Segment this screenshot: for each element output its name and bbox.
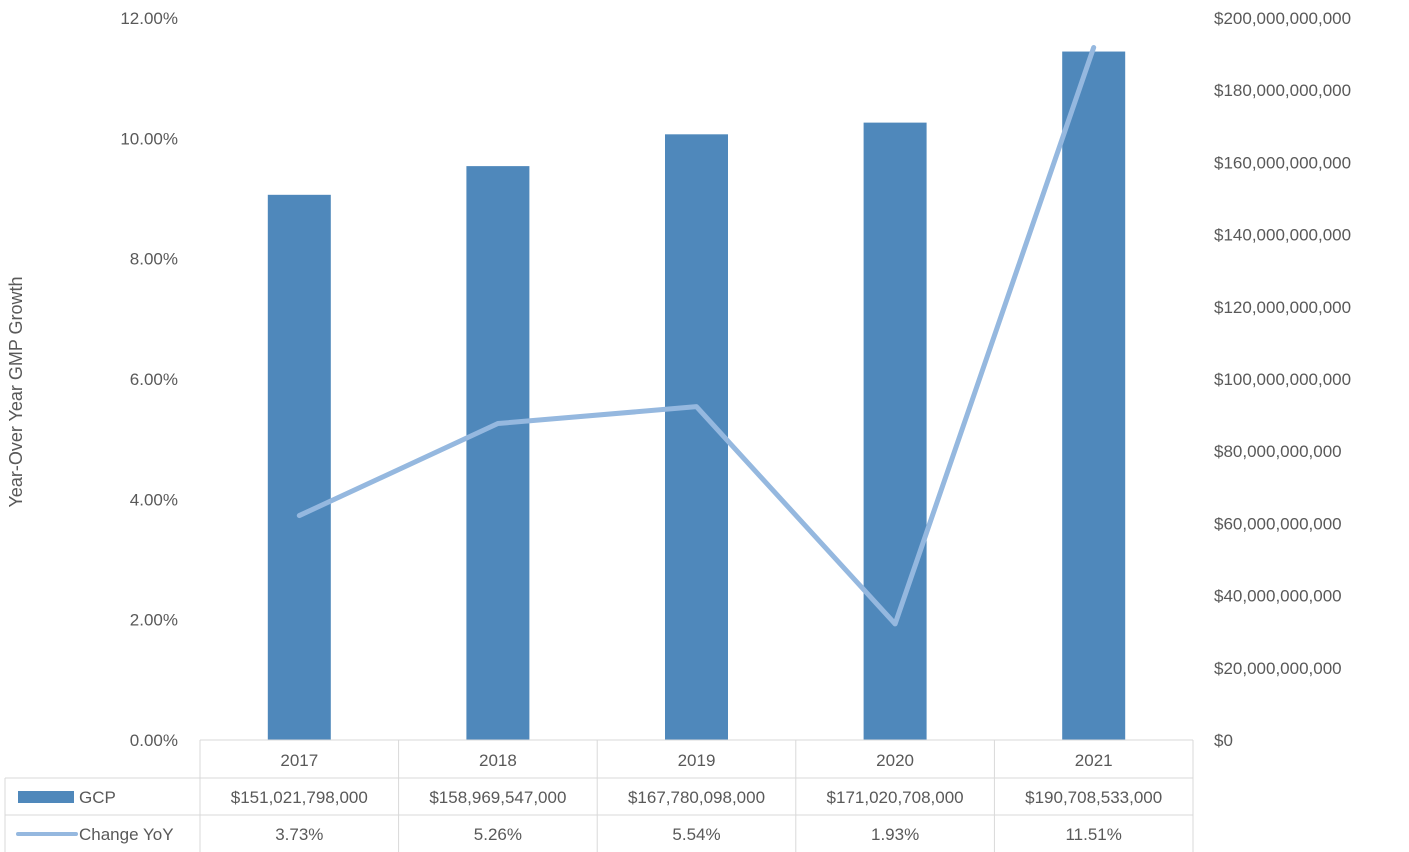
category-label: 2017 xyxy=(280,751,318,770)
y-tick-label: 0.00% xyxy=(130,731,178,750)
y2-tick-label: $40,000,000,000 xyxy=(1214,587,1342,606)
y2-axis-ticks: $0 $20,000,000,000 $40,000,000,000 $60,000,… xyxy=(1214,9,1351,750)
data-label: 11.51% xyxy=(1065,825,1121,844)
y-tick-label: 6.00% xyxy=(130,370,178,389)
y-axis-title: Year-Over Year GMP Growth xyxy=(6,276,26,507)
y2-tick-label: $180,000,000,000 xyxy=(1214,81,1351,100)
bar-2020 xyxy=(863,122,927,741)
bar-2017 xyxy=(267,194,331,741)
data-label: $190,708,533,000 xyxy=(1025,788,1162,807)
data-label: $158,969,547,000 xyxy=(429,788,566,807)
bar-series xyxy=(267,51,1126,741)
y2-tick-label: $80,000,000,000 xyxy=(1214,442,1342,461)
y2-tick-label: $0 xyxy=(1214,731,1233,750)
bar-2021 xyxy=(1062,51,1126,741)
data-label: $151,021,798,000 xyxy=(231,788,368,807)
bar-2018 xyxy=(466,166,530,740)
category-label: 2021 xyxy=(1075,751,1113,770)
legend-key-bar xyxy=(18,791,74,803)
data-table: 2017 2018 2019 2020 2021 GCP $151,021,798,000 $… xyxy=(4,739,1194,852)
change-yoy-line xyxy=(296,44,1097,627)
y2-tick-label: $20,000,000,000 xyxy=(1214,659,1342,678)
y-tick-label: 4.00% xyxy=(130,490,178,509)
series-name: Change YoY xyxy=(79,825,174,844)
bar-2019 xyxy=(665,134,728,740)
y-tick-label: 8.00% xyxy=(130,250,178,269)
data-label: 5.26% xyxy=(474,825,522,844)
data-label: 1.93% xyxy=(871,825,919,844)
series-name: GCP xyxy=(79,788,116,807)
data-label: 3.73% xyxy=(275,825,323,844)
y2-tick-label: $140,000,000,000 xyxy=(1214,226,1351,245)
category-label: 2020 xyxy=(876,751,914,770)
y-tick-label: 2.00% xyxy=(130,611,178,630)
category-label: 2019 xyxy=(678,751,716,770)
y2-tick-label: $120,000,000,000 xyxy=(1214,298,1351,317)
y-axis-ticks: 0.00% 2.00% 4.00% 6.00% 8.00% 10.00% 12.00% xyxy=(120,9,178,750)
y2-tick-label: $160,000,000,000 xyxy=(1214,153,1351,172)
data-label: $171,020,708,000 xyxy=(827,788,964,807)
y-tick-label: 10.00% xyxy=(120,129,178,148)
category-label: 2018 xyxy=(479,751,517,770)
y2-tick-label: $60,000,000,000 xyxy=(1214,514,1342,533)
y-tick-label: 12.00% xyxy=(120,9,178,28)
y2-tick-label: $100,000,000,000 xyxy=(1214,370,1351,389)
data-label: 5.54% xyxy=(672,825,720,844)
y2-tick-label: $200,000,000,000 xyxy=(1214,9,1351,28)
data-label: $167,780,098,000 xyxy=(628,788,765,807)
line-series xyxy=(296,44,1097,627)
